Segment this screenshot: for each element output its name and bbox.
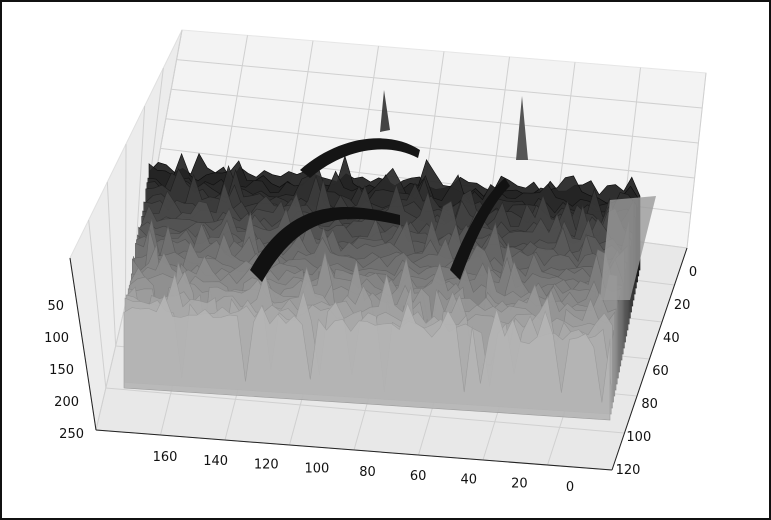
left-grid-line xyxy=(88,219,107,389)
back-grid-line xyxy=(171,88,699,144)
y-tick-label: 120 xyxy=(616,463,641,478)
x-tick-label: 140 xyxy=(203,454,228,469)
x-tick-label: 100 xyxy=(304,461,329,476)
surface-ridge xyxy=(250,207,400,282)
surface-ridge xyxy=(300,138,420,178)
y-axis-ticks: 0 20 40 60 80 100 120 xyxy=(616,265,698,478)
x-tick-label: 20 xyxy=(511,476,528,491)
left-grid-line xyxy=(154,29,183,179)
back-grid-line xyxy=(176,59,703,109)
z-tick-label: 50 xyxy=(47,299,64,314)
x-tick-label: 160 xyxy=(153,450,178,465)
surface-peak xyxy=(516,96,528,160)
z-tick-label: 100 xyxy=(44,331,69,346)
surface-mesh xyxy=(123,90,656,421)
surface-ridge xyxy=(450,178,510,280)
surface-edge xyxy=(600,196,656,300)
z-tick-label: 200 xyxy=(54,395,79,410)
y-axis-line xyxy=(611,247,688,471)
y-tick-label: 40 xyxy=(663,331,680,346)
z-tick-label: 250 xyxy=(59,427,84,442)
z-axis-line xyxy=(69,257,97,431)
x-axis-line xyxy=(95,429,613,471)
axis-lines xyxy=(69,247,688,471)
x-tick-label: 80 xyxy=(359,465,376,480)
x-tick-label: 40 xyxy=(460,473,477,488)
back-grid-line xyxy=(287,40,314,196)
y-tick-label: 20 xyxy=(674,298,691,313)
z-axis-ticks: 50 100 150 200 250 xyxy=(44,299,84,442)
left-grid-line xyxy=(134,105,146,263)
x-tick-label: 120 xyxy=(254,458,279,473)
y-tick-label: 80 xyxy=(641,397,658,412)
y-tick-label: 100 xyxy=(626,430,651,445)
x-tick-label: 0 xyxy=(566,480,574,495)
left-grid-line xyxy=(106,181,117,347)
x-tick-label: 60 xyxy=(410,469,427,484)
back-grid-line xyxy=(221,35,248,187)
surface-peak xyxy=(380,90,390,132)
left-grid-line xyxy=(125,143,127,305)
back-grid-line xyxy=(165,118,695,179)
back-grid-line xyxy=(686,72,707,249)
y-tick-label: 0 xyxy=(689,265,697,280)
z-tick-label: 150 xyxy=(49,363,74,378)
surface-strip xyxy=(123,294,611,421)
x-axis-ticks: 0 20 40 60 80 100 120 140 160 xyxy=(153,450,575,495)
y-tick-label: 60 xyxy=(652,364,669,379)
floor-grid-line xyxy=(105,387,625,434)
